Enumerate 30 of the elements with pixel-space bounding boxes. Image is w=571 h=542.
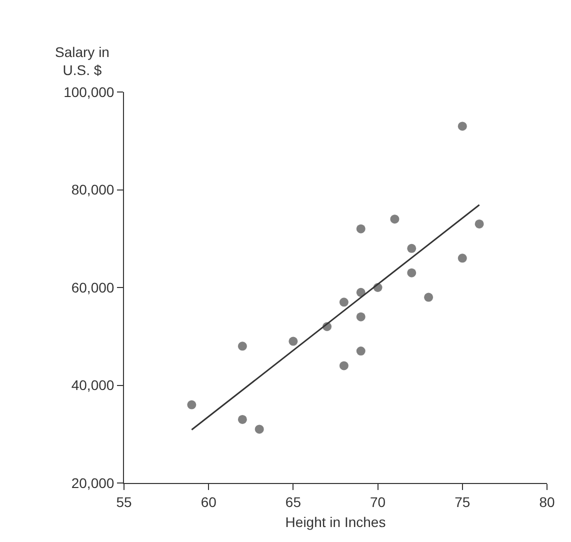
x-tick-label: 80 — [539, 494, 555, 510]
point — [356, 312, 366, 322]
x-tick-label: 55 — [116, 494, 132, 510]
point — [238, 342, 247, 351]
point — [474, 219, 484, 228]
point — [407, 268, 416, 278]
point — [458, 122, 467, 131]
x-axis-title: Height in Inches — [285, 514, 386, 530]
x-tick-label: 75 — [454, 494, 470, 510]
x-tick-label: 70 — [370, 494, 386, 510]
y-tick-label: 80,000 — [71, 182, 114, 198]
point — [458, 254, 467, 263]
x-tick-label: 65 — [285, 494, 302, 510]
point — [339, 298, 348, 307]
point — [390, 214, 400, 224]
point — [288, 336, 298, 346]
y-tick-label: 20,000 — [71, 474, 114, 491]
y-tick-label: 100,000 — [64, 84, 114, 100]
y-axis-title: Salary in U.S. $ — [55, 44, 110, 78]
point — [238, 414, 247, 424]
y-tick-label: 40,000 — [71, 377, 114, 394]
point — [187, 400, 196, 410]
point — [356, 224, 366, 234]
x-tick-label: 60 — [200, 494, 217, 510]
point — [356, 346, 366, 356]
point — [424, 292, 434, 302]
point — [254, 424, 264, 434]
point — [407, 244, 416, 253]
point — [339, 361, 348, 370]
y-tick-label: 60,000 — [71, 279, 114, 296]
